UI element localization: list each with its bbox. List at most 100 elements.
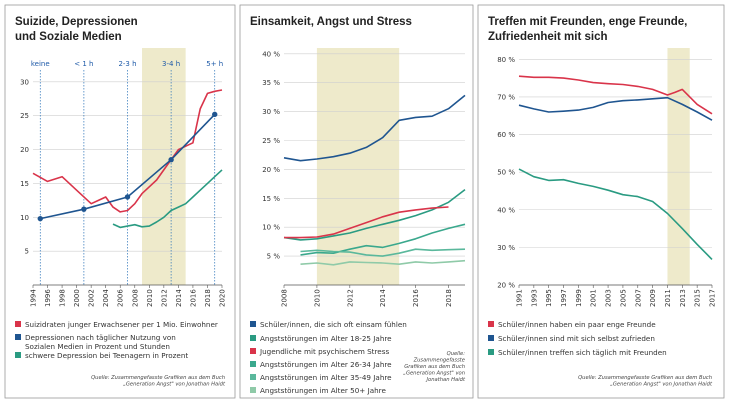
- y-tick-label: 15: [20, 180, 29, 188]
- x-tick-label: 1994: [30, 289, 38, 307]
- legend-label: Angststörungen im Alter 18-25 Jahre: [260, 334, 392, 343]
- legend-swatch: [488, 335, 494, 341]
- legend-swatch: [250, 387, 256, 393]
- legend-swatch: [488, 349, 494, 355]
- y-tick-label: 40 %: [262, 50, 280, 58]
- x-tick-label: 2020: [219, 289, 227, 307]
- x-tick-label: 2017: [709, 289, 717, 307]
- y-tick-label: 25: [20, 112, 29, 120]
- x-tick-label: 2014: [379, 289, 387, 307]
- y-tick-label: 80 %: [497, 56, 515, 64]
- x-tick-label: 2012: [160, 289, 168, 307]
- highlight-band: [667, 48, 690, 285]
- x-tick-label: 2009: [649, 289, 657, 307]
- hours-marker-label: 5+ h: [206, 60, 223, 68]
- source-note: „Generation Angst" von Jonathan Haidt: [610, 382, 713, 388]
- y-tick-label: 20: [20, 146, 29, 154]
- legend-swatch: [15, 352, 21, 358]
- legend-label: Jugendliche mit psychischem Stress: [259, 347, 389, 356]
- x-tick-label: 2004: [102, 289, 110, 307]
- y-tick-label: 25 %: [262, 137, 280, 145]
- y-tick-label: 5 %: [267, 253, 281, 261]
- legend-label: Schüler/innen haben ein paar enge Freund…: [498, 320, 656, 329]
- legend-swatch: [250, 374, 256, 380]
- y-tick-label: 15 %: [262, 195, 280, 203]
- series-point: [168, 157, 174, 163]
- x-tick-label: 2003: [605, 289, 613, 307]
- x-tick-label: 2007: [634, 289, 642, 307]
- chart-panel-1: Suizide, Depressionen und Soziale Medien 5…: [4, 4, 236, 399]
- legend-label: Angststörungen im Alter 50+ Jahre: [260, 386, 386, 395]
- legend-label: Schüler/innen sind mit sich selbst zufri…: [498, 334, 655, 343]
- legend-swatch: [488, 321, 494, 327]
- chart-title-line: Treffen mit Freunden, enge Freunde,: [488, 16, 687, 28]
- legend-label: Sozialen Medien in Prozent und Stunden: [25, 342, 170, 351]
- series-point: [81, 206, 87, 212]
- panel-border: [4, 4, 236, 399]
- x-tick-label: 2014: [175, 289, 183, 307]
- legend-label: Schüler/innen treffen sich täglich mit F…: [498, 348, 667, 357]
- chart-title-line: Einsamkeit, Angst und Stress: [250, 16, 412, 28]
- legend-swatch: [250, 348, 256, 354]
- x-tick-label: 2002: [88, 289, 96, 307]
- x-tick-label: 1996: [44, 289, 52, 307]
- series-line-4: [300, 223, 466, 256]
- x-tick-label: 1997: [560, 289, 568, 307]
- x-tick-label: 1998: [59, 289, 67, 307]
- x-tick-label: 2011: [664, 289, 672, 307]
- legend-swatch: [250, 335, 256, 341]
- series-point: [37, 215, 43, 222]
- legend-swatch: [250, 321, 256, 327]
- x-tick-label: 2006: [117, 289, 125, 307]
- y-tick-label: 60 %: [497, 131, 515, 139]
- x-tick-label: 2016: [189, 289, 197, 307]
- chart-panel-3: Treffen mit Freunden, enge Freunde, Zufri…: [477, 4, 725, 399]
- x-tick-label: 2010: [146, 289, 154, 307]
- y-tick-label: 30 %: [497, 244, 515, 252]
- chart-title-line: und Soziale Medien: [15, 31, 122, 43]
- legend-swatch: [15, 321, 21, 327]
- x-tick-label: 2008: [131, 289, 139, 307]
- hours-marker-label: < 1 h: [74, 60, 93, 68]
- x-tick-label: 1991: [516, 289, 524, 307]
- series-point: [124, 194, 131, 200]
- series-line-5: [300, 248, 466, 257]
- x-tick-label: 2008: [281, 289, 289, 307]
- hours-marker-label: 2-3 h: [118, 60, 136, 68]
- chart-title-line: Zufriedenheit mit sich: [488, 31, 608, 43]
- series-line-3: [284, 206, 449, 239]
- series-line-1: [283, 94, 466, 162]
- series-line-3: [518, 168, 713, 260]
- series-line-6: [300, 259, 466, 266]
- x-tick-label: 2013: [679, 289, 687, 307]
- x-tick-label: 2015: [694, 289, 702, 307]
- x-tick-label: 2018: [204, 289, 212, 307]
- hours-marker-label: keine: [31, 60, 50, 68]
- source-note: „Generation Angst" von: [403, 371, 465, 377]
- legend-label: schwere Depression bei Teenagern in Proz…: [25, 351, 188, 360]
- x-tick-label: 2001: [590, 289, 598, 307]
- x-tick-label: 2018: [445, 289, 453, 307]
- hours-marker-label: 3-4 h: [162, 60, 180, 68]
- series-line-3: [112, 169, 223, 229]
- legend-label: Suizidraten junger Erwachsener per 1 Mio…: [25, 320, 218, 329]
- panel-border: [477, 4, 725, 399]
- x-tick-label: 2005: [619, 289, 627, 307]
- legend-label: Angststörungen im Alter 35-49 Jahre: [260, 373, 392, 382]
- source-note: Grafiken aus dem Buch: [404, 364, 465, 370]
- y-tick-label: 10 %: [262, 224, 280, 232]
- y-tick-label: 30 %: [262, 108, 280, 116]
- x-tick-label: 2000: [73, 289, 81, 307]
- y-tick-label: 40 %: [497, 206, 515, 214]
- y-tick-label: 50 %: [497, 169, 515, 177]
- y-tick-label: 70 %: [497, 93, 515, 101]
- x-tick-label: 2010: [313, 289, 321, 307]
- y-tick-label: 20 %: [497, 282, 515, 290]
- source-note: Zusammengefasste: [413, 358, 465, 364]
- legend-label: Angststörungen im Alter 26-34 Jahre: [260, 360, 392, 369]
- series-point: [212, 111, 218, 118]
- source-note: Quelle: Zusammengefasste Grafiken aus de…: [578, 375, 712, 381]
- highlight-band: [316, 48, 400, 285]
